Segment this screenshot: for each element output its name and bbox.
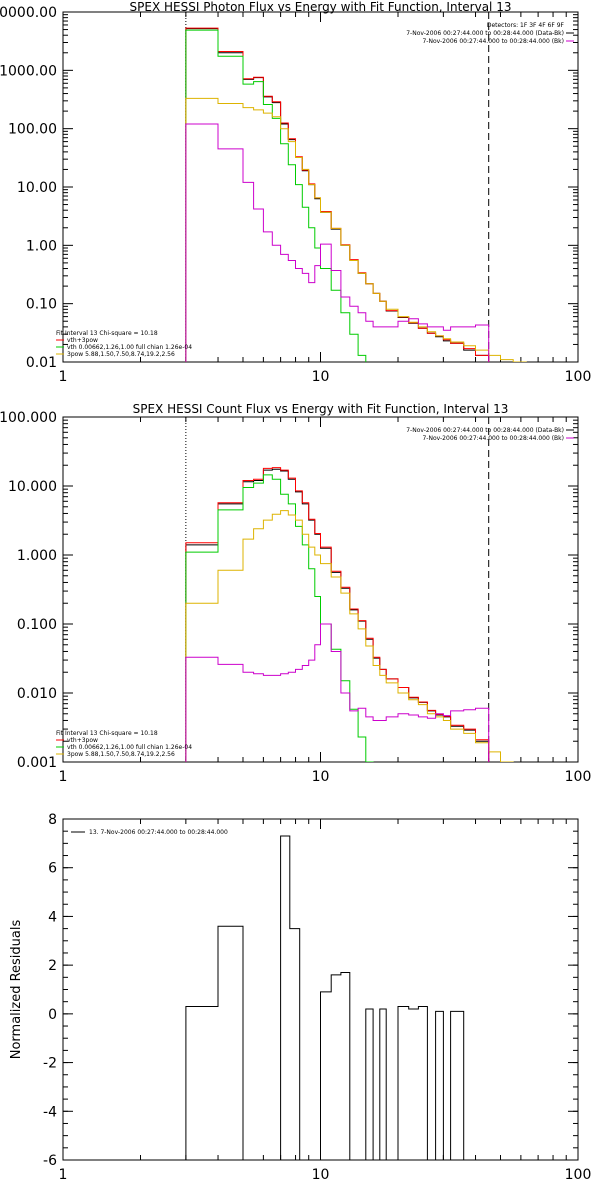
y-tick-label: 0.010	[17, 686, 57, 702]
x-tick-label: 100	[565, 369, 592, 385]
chart-title: SPEX HESSI Photon Flux vs Energy with Fi…	[130, 0, 512, 14]
legend-left-text: 3pow 5.88,1.50,7.50,8.74,19.2,2.56	[67, 351, 175, 358]
x-tick-label: 10	[312, 1167, 330, 1183]
series-line-1	[185, 28, 490, 362]
series-line-5	[185, 623, 490, 762]
legend-right-text: 7-Nov-2006 00:27:44.000 to 00:28:44.000 …	[406, 427, 564, 434]
legend-left-text: 3pow 5.88,1.50,7.50,8.74,19.2,2.56	[67, 751, 175, 758]
legend-right-text: Detectors: 1F 3F 4F 6F 9F	[487, 22, 565, 29]
chart-panel-2: SPEX HESSI Count Flux vs Energy with Fit…	[0, 402, 592, 785]
x-tick-label: 100	[565, 769, 592, 785]
series-line-1	[185, 468, 490, 762]
x-tick-label: 1	[59, 1167, 68, 1183]
y-tick-label: 0.001	[17, 755, 57, 771]
series-line-3	[185, 474, 374, 762]
y-tick-label: 10000.00	[0, 5, 57, 21]
x-tick-label: 10	[312, 369, 330, 385]
legend-right-text: 7-Nov-2006 00:27:44.000 to 00:28:44.000 …	[422, 38, 564, 45]
y-tick-label: -4	[43, 1104, 57, 1120]
x-tick-label: 1	[59, 769, 68, 785]
series-group	[185, 27, 527, 362]
series-line-3	[185, 29, 367, 362]
y-tick-label: 4	[48, 909, 57, 925]
y-tick-label: 100.00	[8, 122, 57, 138]
series-line-1	[185, 835, 465, 1160]
series-line-4	[185, 97, 527, 362]
plot-frame	[62, 11, 579, 363]
y-tick-label: 0.100	[17, 617, 57, 633]
legend-left-text: vth+3pow	[67, 337, 98, 344]
y-axis-label: Normalized Residuals	[9, 920, 24, 1060]
chart-panel-3: 1 10 100 -6 -4 -2 0 2 4 6 8 Normalized Residuals 13.…	[9, 812, 592, 1183]
x-tick-label: 1	[59, 369, 68, 385]
y-tick-label: 8	[48, 812, 57, 828]
plot-frame	[62, 416, 579, 763]
y-tick-label: 100.000	[0, 410, 57, 426]
y-tick-label: 1.000	[17, 548, 57, 564]
series-group	[185, 467, 514, 762]
x-tick-label: 10	[312, 769, 330, 785]
series-line-2	[185, 27, 490, 362]
legend-left-text: vth 0.00662,1.26,1.00 full chian 1.26e-0…	[67, 344, 192, 351]
series-line-2	[185, 467, 490, 762]
legend-left-text: Fit Interval 13 Chi-square = 10.18	[56, 730, 158, 737]
legend-text: 13. 7-Nov-2006 00:27:44.000 to 00:28:44.…	[89, 829, 228, 836]
legend-right-text: 7-Nov-2006 00:27:44.000 to 00:28:44.000 …	[422, 435, 564, 442]
y-tick-label: 1000.00	[0, 63, 57, 79]
series-line-5	[185, 123, 490, 362]
legend-left-text: Fit Interval 13 Chi-square = 10.18	[56, 330, 158, 337]
y-tick-label: -6	[43, 1153, 57, 1169]
x-tick-label: 100	[565, 1167, 592, 1183]
legend-right-text: 7-Nov-2006 00:27:44.000 to 00:28:44.000 …	[406, 30, 564, 37]
y-tick-label: 1.00	[26, 238, 57, 254]
series-group	[185, 835, 465, 1160]
y-tick-label: 0	[48, 1007, 57, 1023]
chart-title: SPEX HESSI Count Flux vs Energy with Fit…	[133, 402, 509, 416]
y-tick-label: 10.000	[8, 479, 57, 495]
chart-panel-1: SPEX HESSI Photon Flux vs Energy with Fi…	[0, 0, 592, 385]
legend-left-text: vth+3pow	[67, 737, 98, 744]
y-tick-label: 6	[48, 861, 57, 877]
y-tick-label: -2	[43, 1056, 57, 1072]
legend-left-text: vth 0.00662,1.26,1.00 full chian 1.26e-0…	[67, 744, 192, 751]
y-tick-label: 10.00	[17, 180, 57, 196]
y-tick-label: 0.01	[26, 355, 57, 371]
y-tick-label: 0.10	[26, 297, 57, 313]
y-tick-label: 2	[48, 958, 57, 974]
series-line-4	[185, 510, 514, 762]
